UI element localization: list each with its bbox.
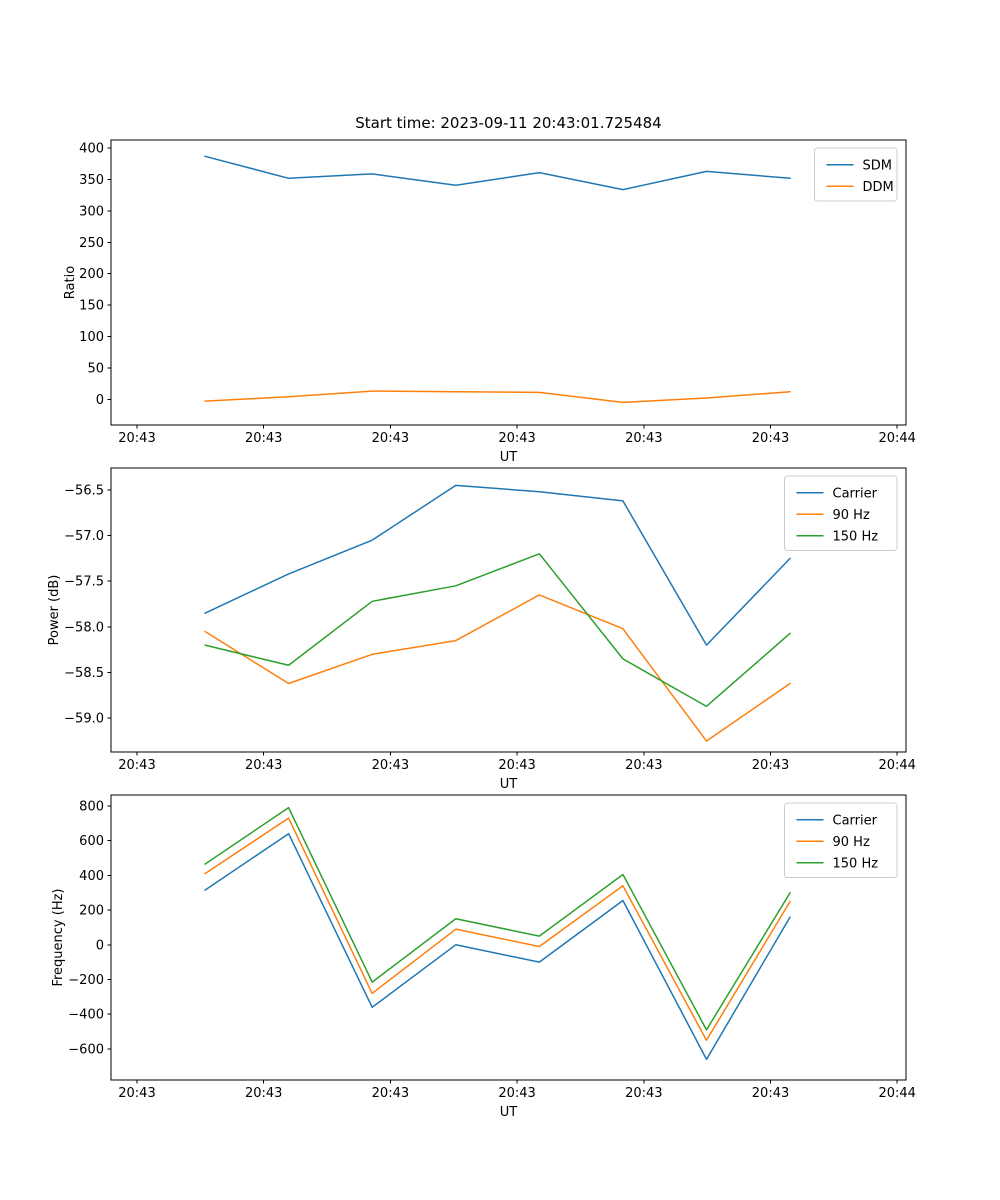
y-tick-label: −56.5 <box>64 483 104 498</box>
ratio-plot-xlabel: UT <box>500 450 518 465</box>
y-tick-label: 0 <box>96 938 104 953</box>
ratio-plot-line-ddm <box>204 390 791 404</box>
x-tick-label: 20:43 <box>625 1086 662 1101</box>
y-tick-label: 600 <box>79 834 104 849</box>
x-tick-label: 20:43 <box>372 758 409 773</box>
ratio-plot-line-sdm <box>204 155 791 191</box>
y-tick-label: −59.0 <box>64 712 104 727</box>
x-tick-label: 20:44 <box>878 431 915 446</box>
y-tick-label: −58.0 <box>64 620 104 635</box>
x-tick-label: 20:43 <box>245 758 282 773</box>
y-tick-label: 200 <box>79 267 104 282</box>
ratio-plot-spines <box>110 139 907 426</box>
x-tick-label: 20:43 <box>625 758 662 773</box>
legend-label: 90 Hz <box>833 835 870 850</box>
y-tick-label: −58.5 <box>64 666 104 681</box>
figure-title: Start time: 2023-09-11 20:43:01.725484 <box>355 114 662 132</box>
x-tick-label: 20:43 <box>498 431 535 446</box>
legend-frame <box>784 475 898 551</box>
y-tick-label: −57.0 <box>64 529 104 544</box>
y-tick-label: −57.5 <box>64 575 104 590</box>
y-tick-label: 350 <box>79 173 104 188</box>
y-tick-label: 50 <box>87 361 104 376</box>
x-tick-label: 20:43 <box>752 758 789 773</box>
y-tick-label: 100 <box>79 330 104 345</box>
power-plot: −56.5 −57.0 −57.5 −58.0 −58.5 −59.0 20:43 20:43… <box>47 467 916 792</box>
frequency-plot-spines <box>110 794 907 1081</box>
y-tick-label: −600 <box>68 1042 104 1057</box>
x-tick-label: 20:43 <box>118 758 155 773</box>
power-plot-xlabel: UT <box>500 777 518 792</box>
power-plot-line-carrier <box>204 484 791 646</box>
y-tick-label: −200 <box>68 973 104 988</box>
legend-frame <box>784 802 898 878</box>
legend-frame <box>814 147 898 202</box>
y-tick-label: 400 <box>79 142 104 157</box>
x-tick-label: 20:43 <box>118 431 155 446</box>
x-tick-label: 20:43 <box>372 431 409 446</box>
x-tick-label: 20:43 <box>625 431 662 446</box>
frequency-plot-line-150-hz <box>204 806 791 1031</box>
frequency-plot-line-90-hz <box>204 817 791 1042</box>
frequency-plot: 800 600 400 200 0 −200 −400 −600 20:43 20:43 20:43… <box>51 794 916 1120</box>
legend-label: SDM <box>863 158 892 173</box>
legend-label: Carrier <box>833 813 878 828</box>
ratio-plot-ylabel: Ratio <box>63 266 78 299</box>
x-tick-label: 20:43 <box>372 1086 409 1101</box>
frequency-plot-xlabel: UT <box>500 1105 518 1120</box>
y-tick-label: 150 <box>79 299 104 314</box>
y-tick-label: 800 <box>79 799 104 814</box>
legend-label: Carrier <box>833 486 878 501</box>
legend-label: 150 Hz <box>833 856 879 871</box>
legend-label: 150 Hz <box>833 529 879 544</box>
y-tick-label: −400 <box>68 1008 104 1023</box>
y-tick-label: 250 <box>79 236 104 251</box>
x-tick-label: 20:43 <box>245 1086 282 1101</box>
x-tick-label: 20:43 <box>498 1086 535 1101</box>
y-tick-label: 400 <box>79 869 104 884</box>
x-tick-label: 20:43 <box>245 431 282 446</box>
power-plot-spines <box>110 467 907 753</box>
power-plot-ylabel: Power (dB) <box>47 575 62 646</box>
x-tick-label: 20:44 <box>878 1086 915 1101</box>
y-tick-label: 200 <box>79 904 104 919</box>
frequency-plot-legend: Carrier 90 Hz 150 Hz <box>784 802 898 878</box>
x-tick-label: 20:43 <box>498 758 535 773</box>
legend-label: DDM <box>863 180 894 195</box>
y-tick-label: 0 <box>96 393 104 408</box>
power-plot-line-150-hz <box>204 553 791 708</box>
power-plot-legend: Carrier 90 Hz 150 Hz <box>784 475 898 551</box>
power-plot-line-90-hz <box>204 594 791 742</box>
x-tick-label: 20:43 <box>752 1086 789 1101</box>
frequency-plot-ylabel: Frequency (Hz) <box>51 888 66 986</box>
x-tick-label: 20:43 <box>752 431 789 446</box>
ratio-plot: 0 50 100 150 200 250 300 350 400 20:43 20:43 20:43 2… <box>63 139 916 465</box>
legend-label: 90 Hz <box>833 508 870 523</box>
x-tick-label: 20:43 <box>118 1086 155 1101</box>
frequency-plot-line-carrier <box>204 832 791 1061</box>
x-tick-label: 20:44 <box>878 758 915 773</box>
ratio-plot-legend: SDM DDM <box>814 147 898 202</box>
y-tick-label: 300 <box>79 204 104 219</box>
